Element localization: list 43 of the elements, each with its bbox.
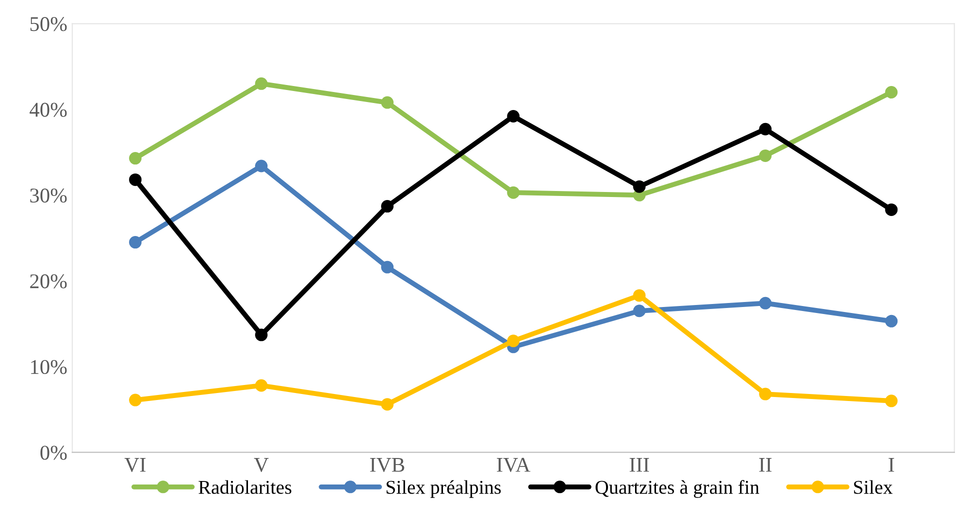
point [507,110,520,123]
x-tick-label: III [630,458,650,472]
legend-label: Radiolarites [198,480,292,494]
legend-label: Silex préalpins [386,480,501,498]
y-tick-label: 10% [31,360,67,374]
point [759,122,772,136]
x-tick-label: VI [124,458,146,472]
point [381,398,394,411]
point [129,236,142,249]
y-tick-label: 20% [30,274,67,288]
point [759,388,772,400]
x-tick-label: IVA [496,458,530,472]
point [759,149,772,162]
point [129,152,142,165]
point [255,379,268,392]
point [507,186,520,199]
point [507,334,520,348]
point [633,304,646,318]
point [885,203,898,216]
point [633,289,646,302]
legend-label: Quartzites à grain fin [596,480,760,498]
point [759,296,772,310]
point [255,328,268,342]
x-tick-label: IVB [370,458,404,472]
point [255,160,268,172]
point [381,260,394,274]
y-tick-label: 30% [30,188,67,203]
point [885,86,898,99]
point [381,200,394,213]
point [885,394,898,408]
point [129,394,142,406]
x-tick-label: I [888,458,894,472]
point [885,314,898,328]
legend-label: Silex [854,480,893,494]
point [255,77,268,90]
point [381,96,394,109]
y-tick-label: 40% [30,102,67,117]
point [633,180,646,193]
point [129,173,142,186]
x-tick-label: II [759,458,772,472]
y-tick-label: 0% [40,446,67,460]
y-tick-label: 50% [30,17,67,32]
x-tick-label: V [254,458,269,472]
